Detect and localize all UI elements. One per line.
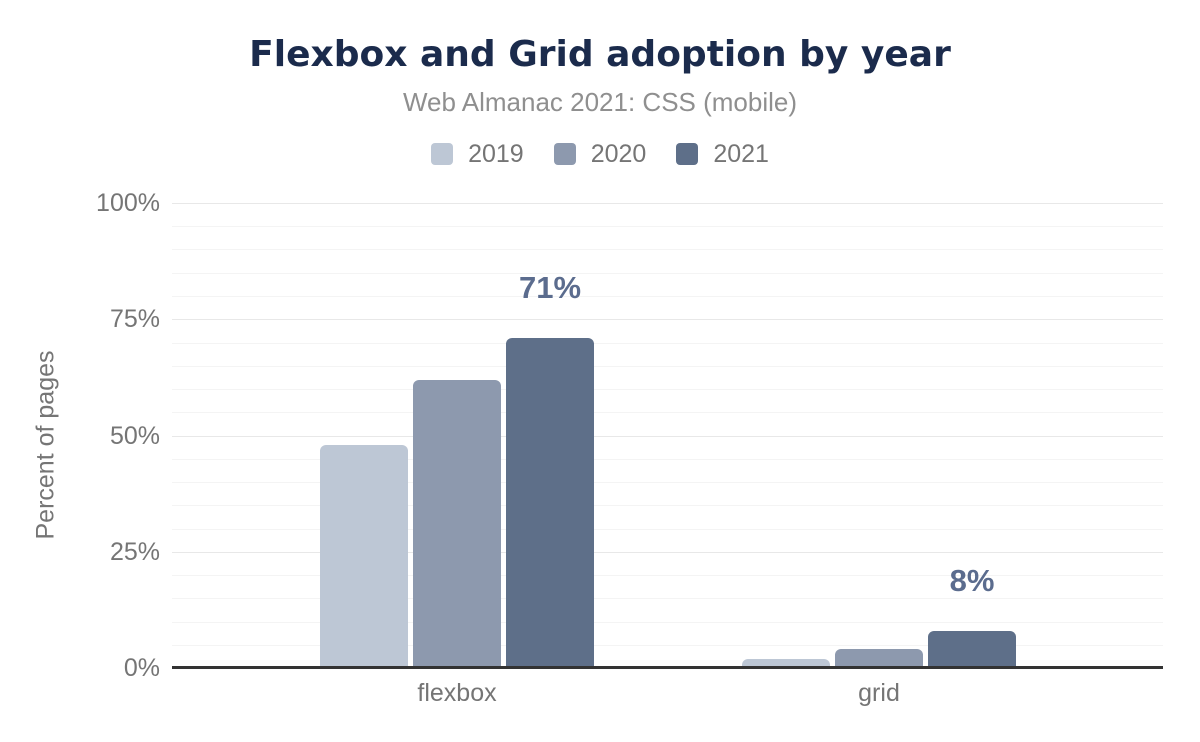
major-gridline-75 — [172, 319, 1163, 320]
bar-2020-grid — [835, 649, 923, 668]
x-tick-label-grid: grid — [858, 679, 900, 707]
minor-gridline-10 — [172, 622, 1163, 623]
minor-gridline-40 — [172, 482, 1163, 483]
bar-2021-flexbox — [506, 338, 594, 668]
chart-title: Flexbox and Grid adoption by year — [249, 34, 951, 75]
minor-gridline-95 — [172, 226, 1163, 227]
major-gridline-100 — [172, 203, 1163, 204]
x-tick-label-flexbox: flexbox — [417, 679, 497, 707]
major-gridline-25 — [172, 552, 1163, 553]
bar-value-label-flexbox: 71% — [518, 270, 582, 305]
legend-swatch-2021 — [676, 143, 699, 165]
legend-item-2019: 2019 — [431, 139, 524, 168]
minor-gridline-30 — [172, 529, 1163, 530]
legend-item-2021: 2021 — [676, 139, 769, 168]
minor-gridline-70 — [172, 343, 1163, 344]
minor-gridline-45 — [172, 459, 1163, 460]
minor-gridline-80 — [172, 296, 1163, 297]
y-tick-label-100: 100% — [96, 189, 160, 217]
y-tick-label-0: 0% — [123, 654, 160, 682]
minor-gridline-65 — [172, 366, 1163, 367]
legend-label-2021: 2021 — [713, 139, 769, 168]
minor-gridline-15 — [172, 598, 1163, 599]
minor-gridline-90 — [172, 249, 1163, 250]
chart-subtitle: Web Almanac 2021: CSS (mobile) — [402, 87, 798, 117]
minor-gridline-35 — [172, 505, 1163, 506]
major-gridline-50 — [172, 436, 1163, 437]
y-tick-label-75: 75% — [109, 305, 160, 333]
minor-gridline-60 — [172, 389, 1163, 390]
bar-2021-grid — [928, 631, 1016, 668]
legend-label-2020: 2020 — [590, 139, 647, 168]
legend-label-2019: 2019 — [468, 139, 524, 168]
bar-2019-flexbox — [320, 445, 408, 668]
legend: 2019 2020 2021 — [0, 140, 1200, 168]
bar-2019-grid — [742, 659, 830, 668]
x-axis-line — [172, 666, 1163, 669]
minor-gridline-55 — [172, 412, 1163, 413]
bar-2020-flexbox — [413, 380, 501, 668]
legend-swatch-2020 — [553, 143, 576, 165]
minor-gridline-85 — [172, 273, 1163, 274]
bar-value-label-grid: 8% — [949, 563, 995, 598]
y-tick-label-50: 50% — [109, 422, 160, 450]
minor-gridline-5 — [172, 645, 1163, 646]
y-tick-label-25: 25% — [109, 538, 160, 566]
legend-swatch-2019 — [431, 143, 454, 165]
legend-item-2020: 2020 — [553, 139, 647, 168]
minor-gridline-20 — [172, 575, 1163, 576]
